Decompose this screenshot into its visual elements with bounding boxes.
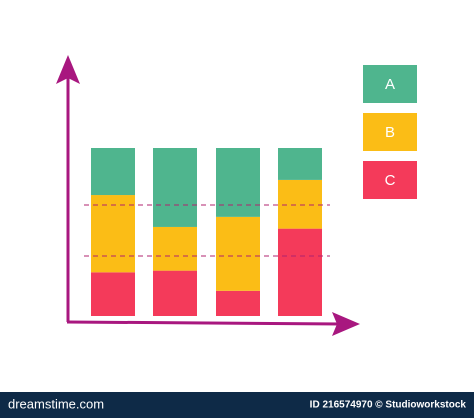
legend-swatch — [363, 161, 417, 199]
legend-label: B — [385, 124, 395, 141]
y-axis-arrow — [56, 55, 80, 84]
legend: A B C — [363, 65, 417, 199]
plot-area — [91, 148, 322, 316]
footer-brand: dreamstime.com — [8, 396, 104, 411]
axes — [56, 55, 360, 336]
bar-segment — [91, 195, 135, 273]
bar-segment — [91, 272, 135, 316]
bar-segment — [153, 226, 197, 271]
bar-segment — [216, 290, 260, 316]
legend-label: C — [385, 172, 396, 189]
x-axis — [66, 320, 343, 326]
bar-segment — [278, 148, 322, 180]
footer-credit: ID 216574970 © Studioworkstock — [310, 400, 467, 411]
bar-segment — [278, 228, 322, 316]
legend-swatch — [363, 65, 417, 103]
bar-segment — [278, 179, 322, 229]
bar-segment — [91, 148, 135, 196]
bar-segment — [216, 216, 260, 291]
legend-swatch — [363, 113, 417, 151]
bar-segment — [216, 148, 260, 217]
footer-bar — [0, 392, 474, 418]
legend-label: A — [385, 76, 395, 93]
x-axis-arrow — [332, 312, 360, 336]
bar-segment — [153, 148, 197, 227]
bar-segment — [153, 270, 197, 316]
